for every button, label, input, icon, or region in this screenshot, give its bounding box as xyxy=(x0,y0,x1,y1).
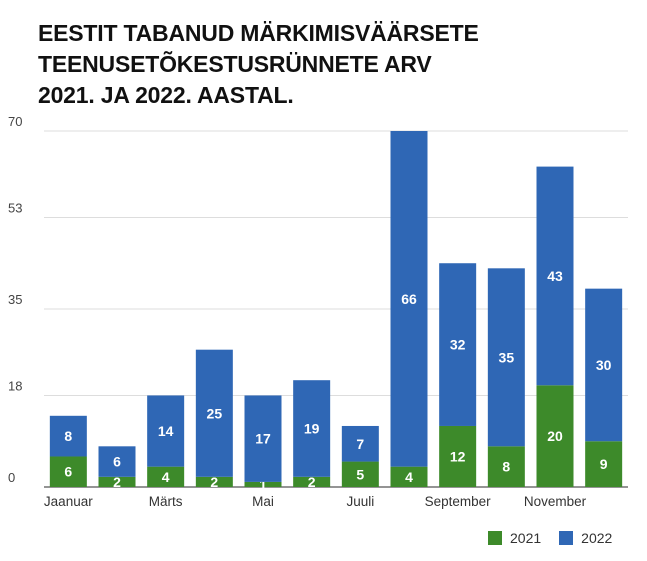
bar-2021-mai xyxy=(244,481,282,487)
value-label-2021-jaanuar: 6 xyxy=(64,464,72,480)
value-label-2021-november: 20 xyxy=(547,428,563,444)
legend-item-2021: 2021 xyxy=(488,530,541,546)
bar-2021-jaanuar xyxy=(49,456,87,487)
value-label-2022-juuli: 7 xyxy=(356,436,364,452)
value-label-2022-märts: 14 xyxy=(158,423,174,439)
bar-2021-november xyxy=(536,385,574,487)
value-label-2021-aprill: 2 xyxy=(210,474,218,490)
value-label-2021-september: 12 xyxy=(450,448,466,464)
y-tick-label-53: 53 xyxy=(8,200,22,215)
value-label-2021-juuni: 2 xyxy=(308,474,316,490)
chart-legend: 2021 2022 xyxy=(488,529,612,547)
legend-swatch-2022 xyxy=(559,531,574,545)
chart-title-line-2: TEENUSETÕKESTUSRÜNNETE ARV xyxy=(38,51,432,77)
bar-2021-detsember xyxy=(585,441,623,487)
x-tick-label-september: September xyxy=(425,494,492,509)
value-label-2021-märts: 4 xyxy=(162,469,170,485)
bar-2022-juuni xyxy=(293,380,331,477)
bar-2021-august xyxy=(390,466,428,487)
legend-swatch-2021 xyxy=(488,531,502,545)
value-label-2022-juuni: 19 xyxy=(304,421,320,437)
bar-2022-september xyxy=(439,263,477,426)
bar-2021-juuni xyxy=(293,476,331,487)
value-label-2022-september: 32 xyxy=(450,337,466,353)
legend-label-2022: 2022 xyxy=(581,530,613,546)
value-label-2022-oktoober: 35 xyxy=(499,349,515,365)
bar-2022-detsember xyxy=(585,288,623,442)
y-tick-label-35: 35 xyxy=(8,292,22,307)
chart-title: EESTIT TABANUD MÄRKIMISVÄÄRSETE TEENUSET… xyxy=(38,18,618,111)
value-label-2022-jaanuar: 8 xyxy=(64,428,72,444)
y-tick-label-70: 70 xyxy=(8,114,22,129)
bar-2022-jaanuar xyxy=(49,415,87,457)
chart-title-line-1: EESTIT TABANUD MÄRKIMISVÄÄRSETE xyxy=(38,20,479,46)
value-label-2021-oktoober: 8 xyxy=(502,459,510,475)
bar-2021-september xyxy=(439,425,477,487)
y-tick-label-18: 18 xyxy=(8,378,22,393)
bar-2022-oktoober xyxy=(487,268,525,447)
x-tick-label-jaanuar: Jaanuar xyxy=(44,494,93,509)
value-label-2021-august: 4 xyxy=(405,469,413,485)
legend-label-2021: 2021 xyxy=(510,530,542,546)
value-label-2021-juuli: 5 xyxy=(356,466,364,482)
x-tick-label-november: November xyxy=(524,494,587,509)
value-label-2021-veebruar: 2 xyxy=(113,474,121,490)
value-label-2022-august: 66 xyxy=(401,291,417,307)
bar-2021-veebruar xyxy=(98,476,136,487)
chart-title-line-3: 2021. JA 2022. AASTAL. xyxy=(38,82,294,108)
x-tick-label-juuli: Juuli xyxy=(346,494,374,509)
bar-2021-oktoober xyxy=(487,446,525,487)
y-tick-label-0: 0 xyxy=(8,470,15,485)
value-label-2022-november: 43 xyxy=(547,268,563,284)
bar-2021-aprill xyxy=(195,476,233,487)
value-label-2021-mai: 1 xyxy=(259,476,267,492)
bar-2022-november xyxy=(536,166,574,386)
x-tick-label-märts: Märts xyxy=(149,494,183,509)
bar-2022-veebruar xyxy=(98,446,136,477)
legend-item-2022: 2022 xyxy=(559,530,612,546)
bar-2022-märts xyxy=(147,395,185,467)
value-label-2022-detsember: 30 xyxy=(596,357,612,373)
bar-2021-märts xyxy=(147,466,185,487)
value-label-2022-aprill: 25 xyxy=(207,405,223,421)
x-tick-label-mai: Mai xyxy=(252,494,274,509)
value-label-2022-veebruar: 6 xyxy=(113,454,121,470)
bar-2022-august xyxy=(390,131,428,467)
bar-2022-mai xyxy=(244,395,282,482)
value-label-2021-detsember: 9 xyxy=(600,456,608,472)
bar-2022-aprill xyxy=(195,349,233,477)
bar-2021-juuli xyxy=(341,461,379,487)
value-label-2022-mai: 17 xyxy=(255,431,271,447)
bar-2022-juuli xyxy=(341,425,379,462)
